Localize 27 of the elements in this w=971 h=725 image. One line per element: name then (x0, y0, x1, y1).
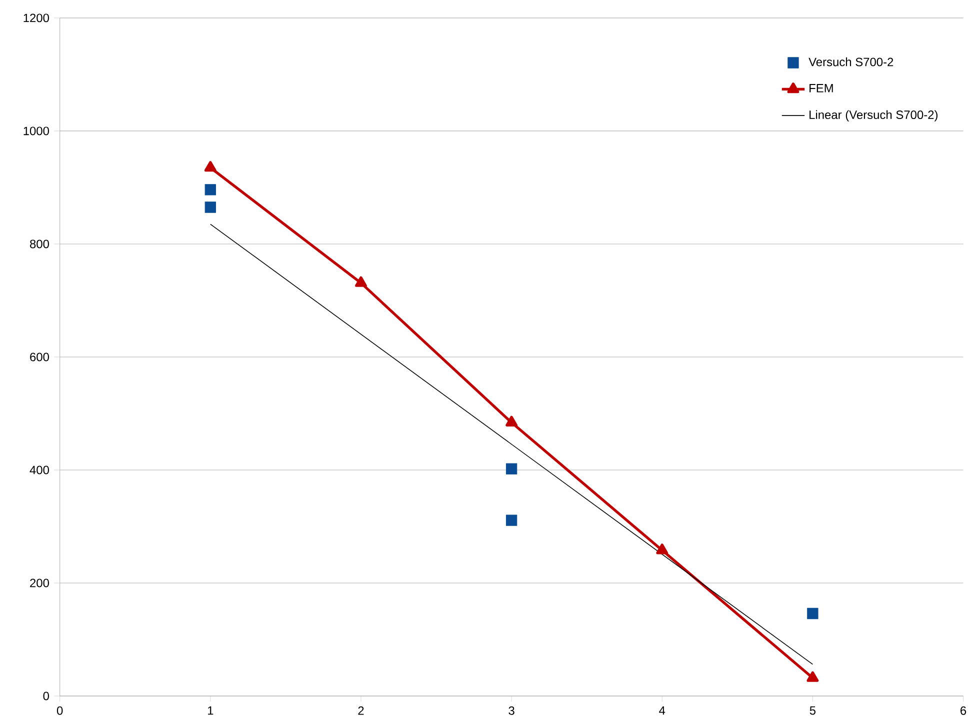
y-tick-label: 1000 (24, 126, 49, 136)
legend-label: FEM (810, 84, 833, 92)
y-tick-label: 800 (30, 240, 49, 248)
point (355, 276, 367, 287)
point (656, 544, 668, 554)
y-tick-label: 600 (30, 352, 49, 362)
x-tick-label: 3 (508, 706, 514, 715)
point (204, 161, 216, 172)
x-tick-label: 4 (659, 706, 666, 715)
point (204, 184, 216, 196)
x-tick-label: 1 (208, 706, 214, 715)
x-tick-label: 0 (56, 706, 63, 715)
legend-label: Versuch S700-2 (808, 57, 894, 66)
y-tick-label: 0 (43, 692, 49, 700)
y-tick-label: 400 (30, 466, 49, 474)
y-tick-label: 1200 (24, 14, 49, 22)
x-tick-label: 6 (960, 706, 966, 715)
y-tick-label: 200 (30, 578, 49, 588)
x-tick-label: 5 (810, 706, 816, 715)
point (506, 514, 518, 526)
point (806, 671, 819, 682)
x-tick-label: 2 (358, 706, 364, 715)
point (204, 202, 216, 213)
legend-label: Linear (Versuch S700-2) (810, 110, 938, 122)
point (807, 608, 818, 620)
point (506, 416, 518, 427)
point (506, 463, 518, 474)
